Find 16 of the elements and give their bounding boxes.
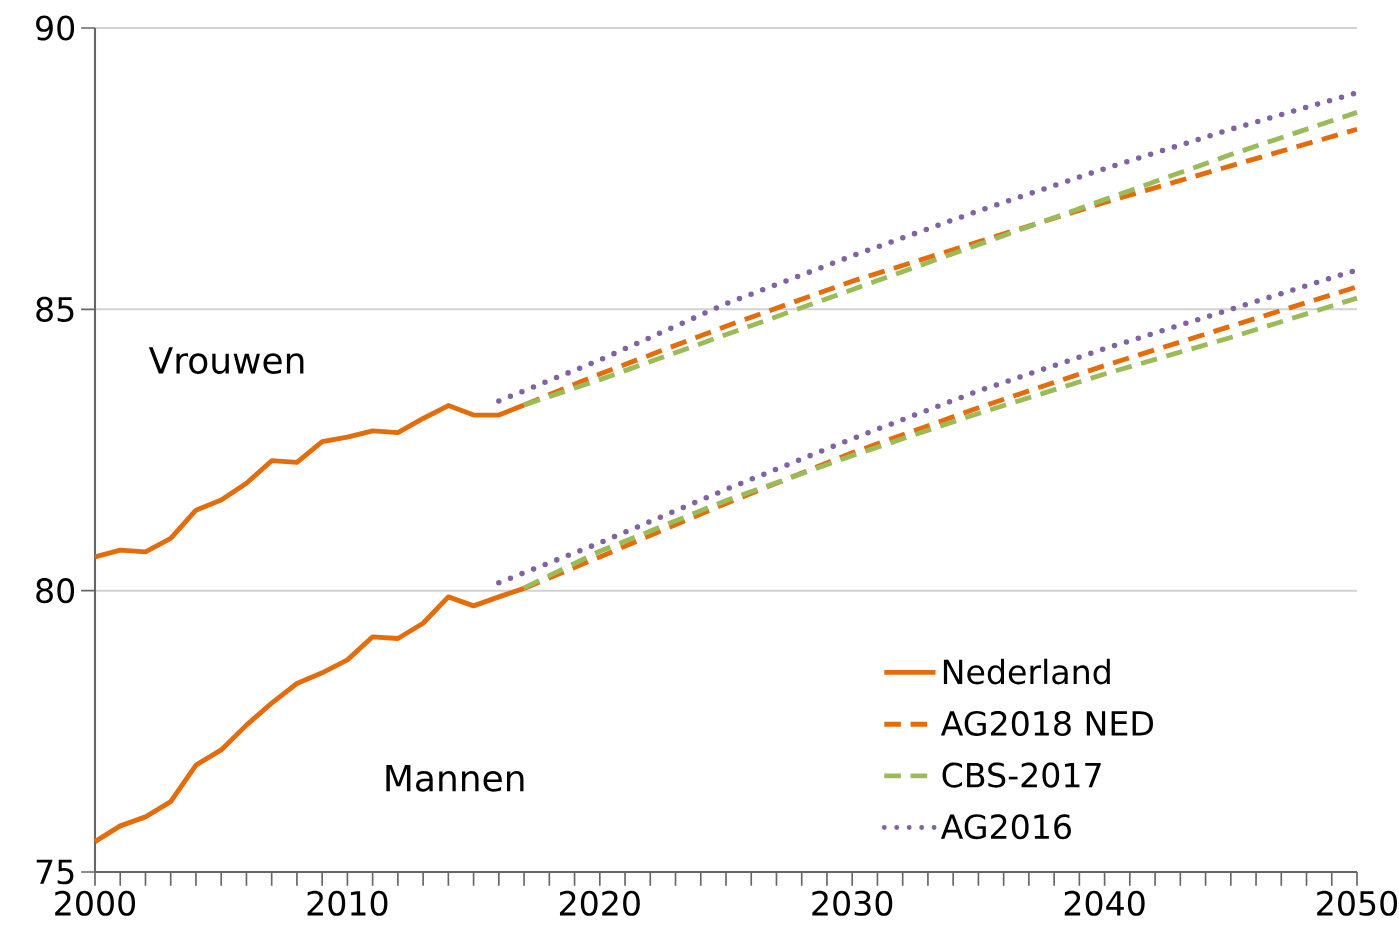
y-tick-label: 75 xyxy=(36,859,74,885)
x-tick-label: 2020 xyxy=(559,890,640,916)
x-tick-label: 2000 xyxy=(55,890,136,916)
x-tick-label: 2050 xyxy=(1317,890,1398,916)
y-tick-label: 80 xyxy=(36,578,75,604)
x-tick-label: 2040 xyxy=(1064,890,1145,916)
legend-label: AG2018 NED xyxy=(940,710,1153,737)
x-tick-label: 2010 xyxy=(307,890,388,916)
y-tick-label: 90 xyxy=(36,15,75,41)
annotation: Mannen xyxy=(386,764,524,792)
x-tick-label: 2030 xyxy=(812,890,893,916)
legend-label: CBS-2017 xyxy=(942,762,1101,788)
legend-label: Nederland xyxy=(943,658,1110,685)
annotation: Vrouwen xyxy=(148,347,304,374)
y-tick-label: 85 xyxy=(36,296,74,322)
legend-label: AG2016 xyxy=(940,814,1071,840)
